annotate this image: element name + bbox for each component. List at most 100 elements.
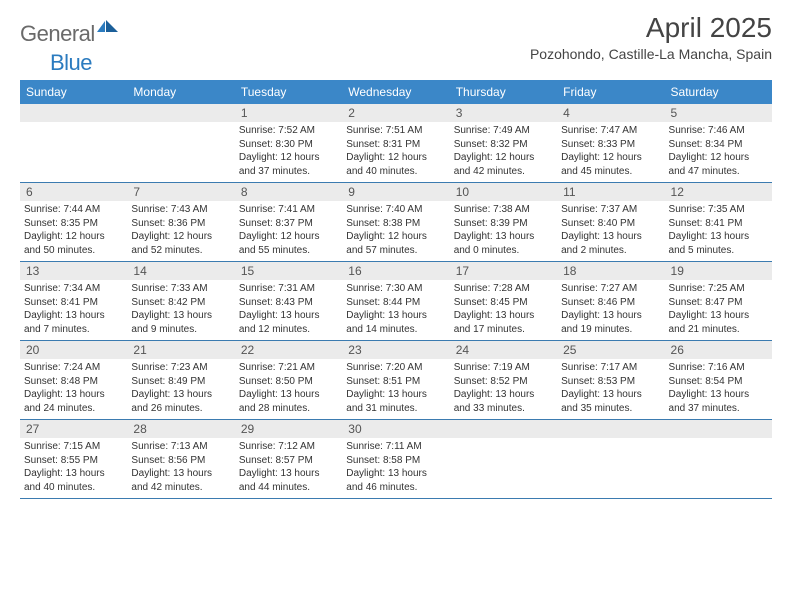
day-cell: Sunrise: 7:21 AMSunset: 8:50 PMDaylight:… bbox=[235, 359, 342, 419]
day-cell: Sunrise: 7:33 AMSunset: 8:42 PMDaylight:… bbox=[127, 280, 234, 340]
day-cell: Sunrise: 7:47 AMSunset: 8:33 PMDaylight:… bbox=[557, 122, 664, 182]
day-cell: Sunrise: 7:52 AMSunset: 8:30 PMDaylight:… bbox=[235, 122, 342, 182]
day-number: 4 bbox=[557, 104, 664, 122]
sunrise-line: Sunrise: 7:40 AM bbox=[346, 203, 445, 217]
sunset-line: Sunset: 8:38 PM bbox=[346, 217, 445, 231]
day-cell bbox=[665, 438, 772, 498]
day-cell: Sunrise: 7:43 AMSunset: 8:36 PMDaylight:… bbox=[127, 201, 234, 261]
sunset-line: Sunset: 8:40 PM bbox=[561, 217, 660, 231]
day-cell: Sunrise: 7:19 AMSunset: 8:52 PMDaylight:… bbox=[450, 359, 557, 419]
day-number: 30 bbox=[342, 420, 449, 438]
sunrise-line: Sunrise: 7:44 AM bbox=[24, 203, 123, 217]
day-header-cell: Sunday bbox=[20, 80, 127, 104]
day-number: 17 bbox=[450, 262, 557, 280]
day-number: 1 bbox=[235, 104, 342, 122]
sunrise-line: Sunrise: 7:25 AM bbox=[669, 282, 768, 296]
daylight-line: Daylight: 13 hours and 40 minutes. bbox=[24, 467, 123, 494]
sunset-line: Sunset: 8:43 PM bbox=[239, 296, 338, 310]
day-number: 20 bbox=[20, 341, 127, 359]
daylight-line: Daylight: 12 hours and 45 minutes. bbox=[561, 151, 660, 178]
page: General April 2025 Pozohondo, Castille-L… bbox=[0, 0, 792, 499]
logo-flag-icon bbox=[97, 18, 119, 39]
sunrise-line: Sunrise: 7:24 AM bbox=[24, 361, 123, 375]
daylight-line: Daylight: 13 hours and 17 minutes. bbox=[454, 309, 553, 336]
day-cell: Sunrise: 7:12 AMSunset: 8:57 PMDaylight:… bbox=[235, 438, 342, 498]
day-number: 12 bbox=[665, 183, 772, 201]
sunrise-line: Sunrise: 7:51 AM bbox=[346, 124, 445, 138]
day-cell bbox=[20, 122, 127, 182]
daylight-line: Daylight: 13 hours and 21 minutes. bbox=[669, 309, 768, 336]
day-number: 3 bbox=[450, 104, 557, 122]
sunset-line: Sunset: 8:58 PM bbox=[346, 454, 445, 468]
sunset-line: Sunset: 8:50 PM bbox=[239, 375, 338, 389]
day-body-row: Sunrise: 7:52 AMSunset: 8:30 PMDaylight:… bbox=[20, 122, 772, 182]
day-header-cell: Friday bbox=[557, 80, 664, 104]
day-number bbox=[450, 420, 557, 438]
day-body-row: Sunrise: 7:15 AMSunset: 8:55 PMDaylight:… bbox=[20, 438, 772, 498]
day-header-cell: Saturday bbox=[665, 80, 772, 104]
sunrise-line: Sunrise: 7:31 AM bbox=[239, 282, 338, 296]
day-number: 16 bbox=[342, 262, 449, 280]
sunset-line: Sunset: 8:30 PM bbox=[239, 138, 338, 152]
day-number: 22 bbox=[235, 341, 342, 359]
daylight-line: Daylight: 12 hours and 37 minutes. bbox=[239, 151, 338, 178]
sunset-line: Sunset: 8:55 PM bbox=[24, 454, 123, 468]
daylight-line: Daylight: 13 hours and 42 minutes. bbox=[131, 467, 230, 494]
day-number-row: 6789101112 bbox=[20, 183, 772, 201]
day-cell bbox=[450, 438, 557, 498]
day-header-cell: Tuesday bbox=[235, 80, 342, 104]
day-number: 11 bbox=[557, 183, 664, 201]
day-number-row: 20212223242526 bbox=[20, 341, 772, 359]
sunrise-line: Sunrise: 7:33 AM bbox=[131, 282, 230, 296]
sunrise-line: Sunrise: 7:30 AM bbox=[346, 282, 445, 296]
sunset-line: Sunset: 8:52 PM bbox=[454, 375, 553, 389]
daylight-line: Daylight: 13 hours and 37 minutes. bbox=[669, 388, 768, 415]
daylight-line: Daylight: 12 hours and 52 minutes. bbox=[131, 230, 230, 257]
day-number bbox=[557, 420, 664, 438]
sunrise-line: Sunrise: 7:41 AM bbox=[239, 203, 338, 217]
sunrise-line: Sunrise: 7:12 AM bbox=[239, 440, 338, 454]
sunrise-line: Sunrise: 7:19 AM bbox=[454, 361, 553, 375]
sunrise-line: Sunrise: 7:28 AM bbox=[454, 282, 553, 296]
day-number bbox=[665, 420, 772, 438]
day-cell: Sunrise: 7:20 AMSunset: 8:51 PMDaylight:… bbox=[342, 359, 449, 419]
week-row: 6789101112Sunrise: 7:44 AMSunset: 8:35 P… bbox=[20, 183, 772, 262]
sunset-line: Sunset: 8:56 PM bbox=[131, 454, 230, 468]
sunrise-line: Sunrise: 7:52 AM bbox=[239, 124, 338, 138]
day-number: 14 bbox=[127, 262, 234, 280]
daylight-line: Daylight: 13 hours and 2 minutes. bbox=[561, 230, 660, 257]
day-number: 10 bbox=[450, 183, 557, 201]
day-cell bbox=[127, 122, 234, 182]
sunset-line: Sunset: 8:46 PM bbox=[561, 296, 660, 310]
sunrise-line: Sunrise: 7:47 AM bbox=[561, 124, 660, 138]
day-cell: Sunrise: 7:51 AMSunset: 8:31 PMDaylight:… bbox=[342, 122, 449, 182]
week-row: 27282930 Sunrise: 7:15 AMSunset: 8:55 PM… bbox=[20, 420, 772, 499]
sunrise-line: Sunrise: 7:21 AM bbox=[239, 361, 338, 375]
sunset-line: Sunset: 8:54 PM bbox=[669, 375, 768, 389]
month-title: April 2025 bbox=[530, 12, 772, 44]
calendar: SundayMondayTuesdayWednesdayThursdayFrid… bbox=[20, 80, 772, 499]
daylight-line: Daylight: 13 hours and 26 minutes. bbox=[131, 388, 230, 415]
sunrise-line: Sunrise: 7:43 AM bbox=[131, 203, 230, 217]
day-number: 6 bbox=[20, 183, 127, 201]
daylight-line: Daylight: 12 hours and 55 minutes. bbox=[239, 230, 338, 257]
sunset-line: Sunset: 8:49 PM bbox=[131, 375, 230, 389]
sunset-line: Sunset: 8:57 PM bbox=[239, 454, 338, 468]
day-cell: Sunrise: 7:40 AMSunset: 8:38 PMDaylight:… bbox=[342, 201, 449, 261]
day-number: 2 bbox=[342, 104, 449, 122]
sunrise-line: Sunrise: 7:37 AM bbox=[561, 203, 660, 217]
day-cell: Sunrise: 7:17 AMSunset: 8:53 PMDaylight:… bbox=[557, 359, 664, 419]
day-number: 5 bbox=[665, 104, 772, 122]
day-cell bbox=[557, 438, 664, 498]
daylight-line: Daylight: 13 hours and 46 minutes. bbox=[346, 467, 445, 494]
daylight-line: Daylight: 13 hours and 35 minutes. bbox=[561, 388, 660, 415]
daylight-line: Daylight: 12 hours and 47 minutes. bbox=[669, 151, 768, 178]
day-number: 19 bbox=[665, 262, 772, 280]
sunrise-line: Sunrise: 7:16 AM bbox=[669, 361, 768, 375]
day-cell: Sunrise: 7:15 AMSunset: 8:55 PMDaylight:… bbox=[20, 438, 127, 498]
day-number: 15 bbox=[235, 262, 342, 280]
day-cell: Sunrise: 7:44 AMSunset: 8:35 PMDaylight:… bbox=[20, 201, 127, 261]
day-number bbox=[20, 104, 127, 122]
day-number-row: 12345 bbox=[20, 104, 772, 122]
sunrise-line: Sunrise: 7:17 AM bbox=[561, 361, 660, 375]
